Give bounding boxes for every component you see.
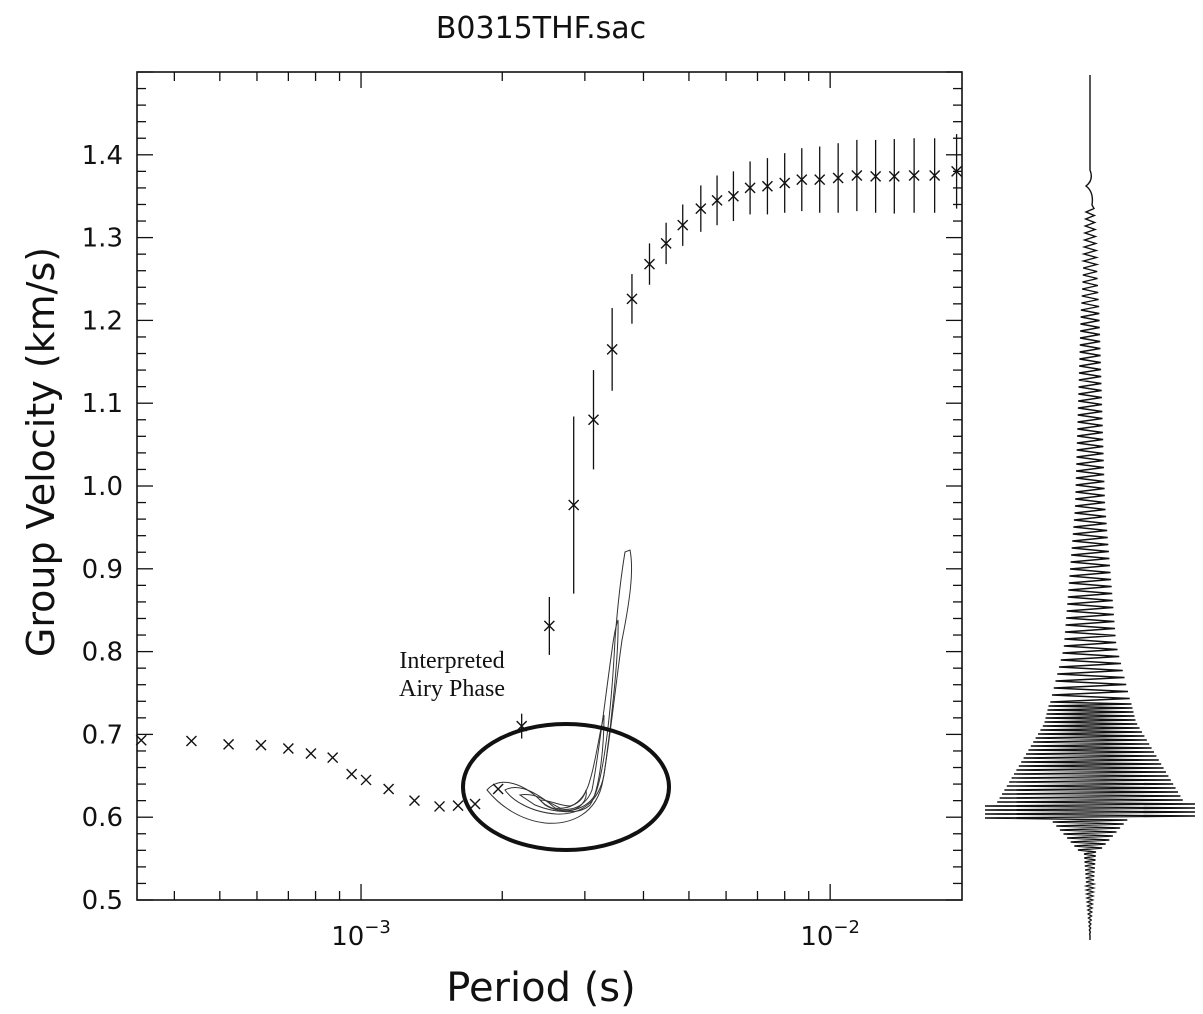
contour-inner <box>518 714 605 813</box>
y-tick-label: 0.6 <box>82 803 123 833</box>
contour-outer <box>486 549 633 824</box>
y-tick-label: 0.7 <box>82 720 123 750</box>
axis-ticks <box>137 71 962 901</box>
data-point-marker <box>255 739 267 751</box>
data-point-marker <box>677 219 689 231</box>
waveform-path <box>984 75 1196 941</box>
data-point-marker <box>135 734 147 746</box>
data-point-marker <box>761 180 773 192</box>
data-point-marker <box>185 735 197 747</box>
data-point-marker <box>711 194 723 206</box>
annotation-line-2: Airy Phase <box>399 676 505 702</box>
data-point-marker <box>951 165 963 177</box>
y-tick-label: 1.0 <box>82 472 123 502</box>
y-tick-label: 1.4 <box>82 141 123 171</box>
y-tick-label: 1.1 <box>82 389 123 419</box>
data-point-marker <box>870 170 882 182</box>
data-point-marker <box>779 177 791 189</box>
x-axis-label: Period (s) <box>446 965 636 1011</box>
data-point-marker <box>626 293 638 305</box>
data-point-marker <box>888 170 900 182</box>
energy-contours <box>486 549 633 824</box>
data-point-marker <box>223 738 235 750</box>
data-point-marker <box>327 752 339 764</box>
data-point-marker <box>305 747 317 759</box>
data-point-marker <box>282 742 294 754</box>
data-point-marker <box>408 795 420 807</box>
data-point-marker <box>727 190 739 202</box>
y-tick-labels: 0.5 0.6 0.7 0.8 0.9 1.0 1.1 1.2 1.3 1.4 <box>82 141 123 916</box>
data-point-marker <box>744 182 756 194</box>
airy-phase-ellipse <box>461 722 671 852</box>
data-point-marker <box>588 414 600 426</box>
y-tick-label: 0.9 <box>82 555 123 585</box>
data-point-marker <box>929 170 941 181</box>
data-point-marker <box>360 774 372 786</box>
data-point-marker <box>543 620 555 632</box>
annotation-line-1: Interpreted <box>399 648 504 674</box>
data-point-marker <box>660 237 672 249</box>
data-point-marker <box>469 798 481 810</box>
y-tick-label: 0.5 <box>82 886 123 916</box>
data-point-marker <box>908 170 920 181</box>
seismogram-trace <box>984 75 1196 941</box>
data-point-marker <box>695 203 707 215</box>
data-point-marker <box>832 172 844 184</box>
data-point-marker <box>383 783 395 795</box>
data-point-marker <box>492 783 504 795</box>
x-tick-labels: 10−3 10−2 <box>331 917 860 952</box>
x-tick-label: 10−2 <box>800 917 860 952</box>
data-point-marker <box>814 174 826 186</box>
data-point-marker <box>606 343 618 355</box>
data-point-marker <box>851 170 863 181</box>
chart-title: B0315THF.sac <box>436 11 646 46</box>
data-point-marker <box>796 174 808 186</box>
y-tick-label: 1.3 <box>82 224 123 254</box>
y-tick-label: 0.8 <box>82 638 123 668</box>
x-tick-label: 10−3 <box>331 917 391 952</box>
y-tick-label: 1.2 <box>82 306 123 336</box>
contour-mid <box>504 619 619 815</box>
y-axis-label: Group Velocity (km/s) <box>19 247 63 657</box>
data-point-marker <box>568 499 580 511</box>
data-point-marker <box>346 768 358 780</box>
data-point-marker <box>452 800 464 812</box>
data-point-marker <box>434 800 446 812</box>
contour-core <box>538 789 587 812</box>
data-point-marker <box>644 258 655 270</box>
data-series <box>135 134 963 812</box>
